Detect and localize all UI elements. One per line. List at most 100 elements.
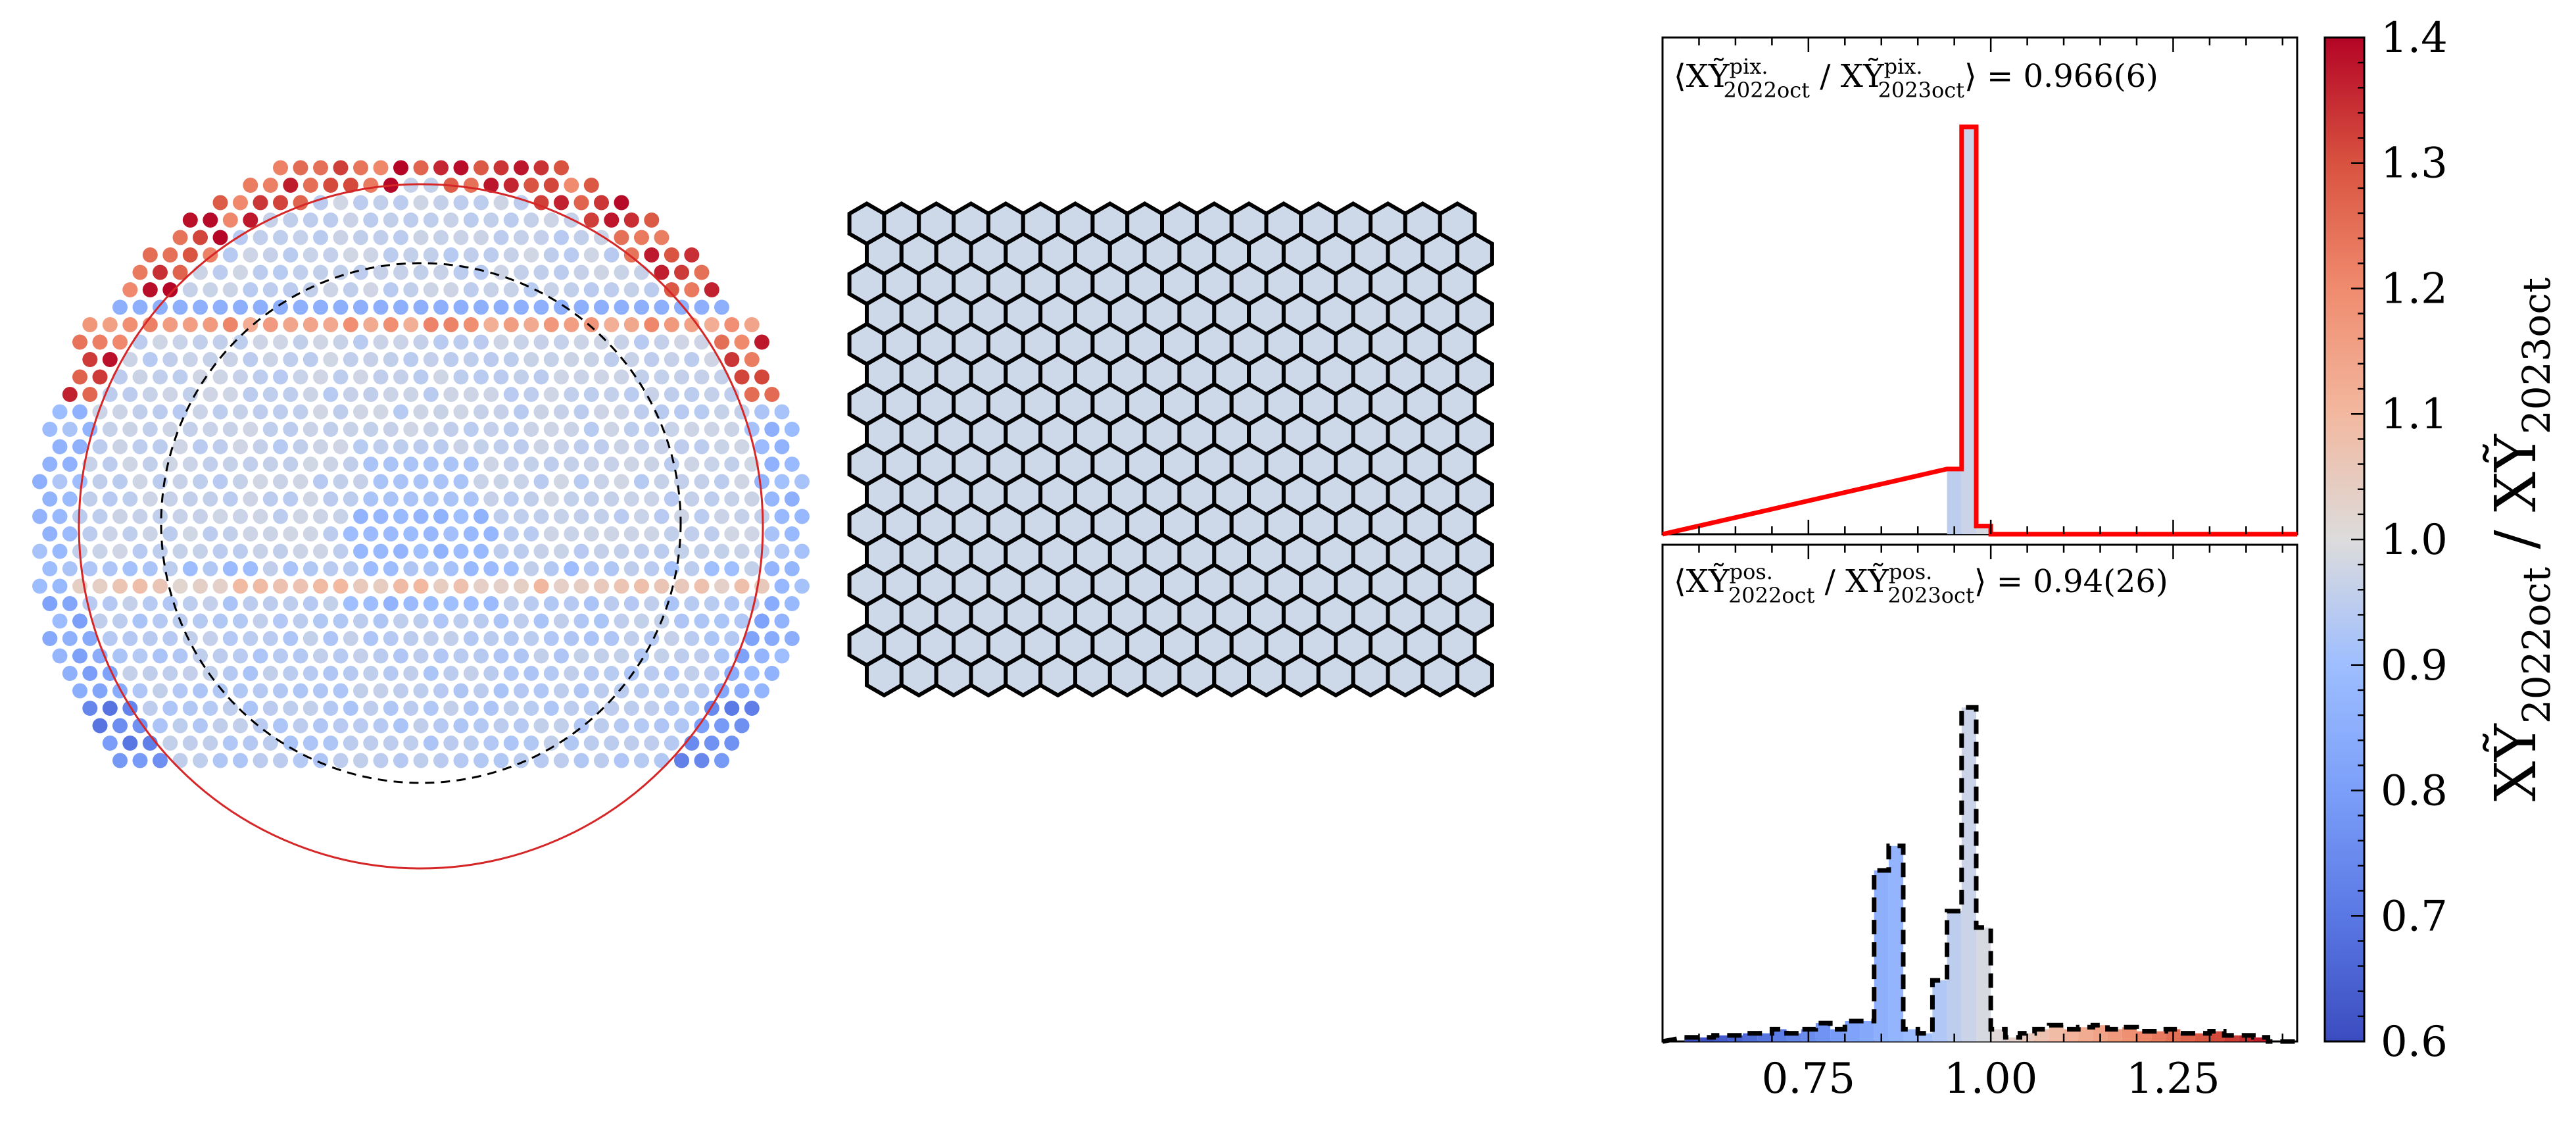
detector-pixel: [222, 701, 238, 716]
detector-pixel: [243, 247, 258, 263]
detector-pixel: [623, 491, 639, 507]
detector-pixel: [383, 317, 399, 332]
detector-pixel: [343, 701, 358, 716]
detector-pixel: [523, 213, 539, 228]
detector-pixel: [293, 718, 308, 734]
histogram-bar: [1903, 1029, 1918, 1041]
detector-pixel: [634, 230, 649, 245]
colorbar-tick-label: 0.6: [2381, 1018, 2448, 1066]
detector-pixel: [343, 213, 358, 228]
detector-pixel: [262, 352, 278, 367]
detector-pixel: [222, 422, 238, 437]
detector-pixel: [293, 404, 308, 420]
detector-pixel: [433, 334, 449, 350]
detector-pixel: [594, 439, 609, 455]
detector-pixel: [132, 264, 148, 280]
detector-pixel: [623, 352, 639, 367]
detector-pixel: [623, 596, 639, 611]
detector-pixel: [604, 701, 620, 716]
detector-pixel: [153, 299, 168, 315]
detector-pixel: [153, 683, 168, 699]
detector-pixel: [413, 648, 429, 664]
detector-pixel: [132, 718, 148, 734]
detector-pixel: [393, 334, 408, 350]
detector-pixel: [333, 334, 349, 350]
detector-pixel: [634, 578, 649, 594]
detector-pixel: [443, 701, 459, 716]
detector-pixel: [203, 213, 218, 228]
detector-pixel: [333, 718, 349, 734]
detector-pixel: [654, 299, 669, 315]
detector-pixel: [403, 317, 419, 332]
histogram-bar: [2005, 1037, 2020, 1041]
detector-pixel: [664, 387, 679, 402]
detector-pixel: [303, 178, 318, 193]
detector-pixel: [644, 561, 660, 576]
detector-pixel: [283, 457, 299, 472]
detector-pixel: [614, 439, 629, 455]
detector-pixel: [694, 613, 710, 629]
detector-pixel: [533, 683, 549, 699]
detector-pixel: [694, 474, 710, 489]
detector-pixel: [323, 247, 339, 263]
detector-pixel: [72, 404, 87, 420]
detector-pixel: [664, 701, 679, 716]
detector-pixel: [32, 543, 47, 559]
detector-pixel: [744, 317, 760, 332]
detector-pixel: [674, 264, 689, 280]
detector-pixel: [433, 264, 449, 280]
detector-pixel: [433, 160, 449, 176]
detector-pixel: [614, 334, 629, 350]
detector-pixel: [212, 509, 228, 524]
detector-pixel: [262, 282, 278, 297]
detector-pixel: [443, 387, 459, 402]
detector-pixel: [82, 561, 98, 576]
detector-pixel: [644, 491, 660, 507]
detector-pixel: [724, 526, 740, 541]
detector-pixel: [744, 526, 760, 541]
detector-pixel: [42, 491, 58, 507]
detector-pixel: [554, 230, 569, 245]
detector-pixel: [72, 369, 87, 385]
detector-pixel: [523, 491, 539, 507]
detector-pixel: [293, 439, 308, 455]
detector-pixel: [363, 561, 379, 576]
detector-pixel: [674, 404, 689, 420]
detector-pixel: [212, 474, 228, 489]
detector-pixel: [323, 701, 339, 716]
detector-pixel: [604, 422, 620, 437]
detector-pixel: [403, 387, 419, 402]
detector-pixel: [193, 299, 208, 315]
detector-pixel: [172, 369, 188, 385]
detector-pixel: [684, 491, 700, 507]
detector-pixel: [243, 701, 258, 716]
detector-pixel: [273, 439, 288, 455]
detector-pixel: [182, 491, 198, 507]
detector-pixel: [393, 230, 408, 245]
detector-pixel: [443, 457, 459, 472]
detector-pixel: [233, 613, 248, 629]
detector-pixel: [142, 491, 158, 507]
detector-pixel: [343, 666, 358, 681]
detector-pixel: [564, 701, 579, 716]
detector-pixel: [283, 701, 299, 716]
detector-pixel: [664, 422, 679, 437]
detector-pixel: [533, 509, 549, 524]
detector-pixel: [293, 474, 308, 489]
detector-pixel: [674, 648, 689, 664]
detector-pixel: [52, 613, 68, 629]
detector-pixel: [222, 666, 238, 681]
detector-pixel: [383, 666, 399, 681]
detector-pixel: [403, 701, 419, 716]
detector-pixel: [233, 264, 248, 280]
detector-pixel: [243, 422, 258, 437]
detector-pixel: [483, 561, 499, 576]
detector-pixel: [644, 457, 660, 472]
detector-pixel: [604, 666, 620, 681]
detector-pixel: [162, 387, 178, 402]
detector-pixel: [493, 160, 509, 176]
detector-pixel: [193, 753, 208, 768]
hex-cell: [1455, 653, 1494, 698]
detector-pixel: [583, 247, 599, 263]
detector-pixel: [684, 457, 700, 472]
